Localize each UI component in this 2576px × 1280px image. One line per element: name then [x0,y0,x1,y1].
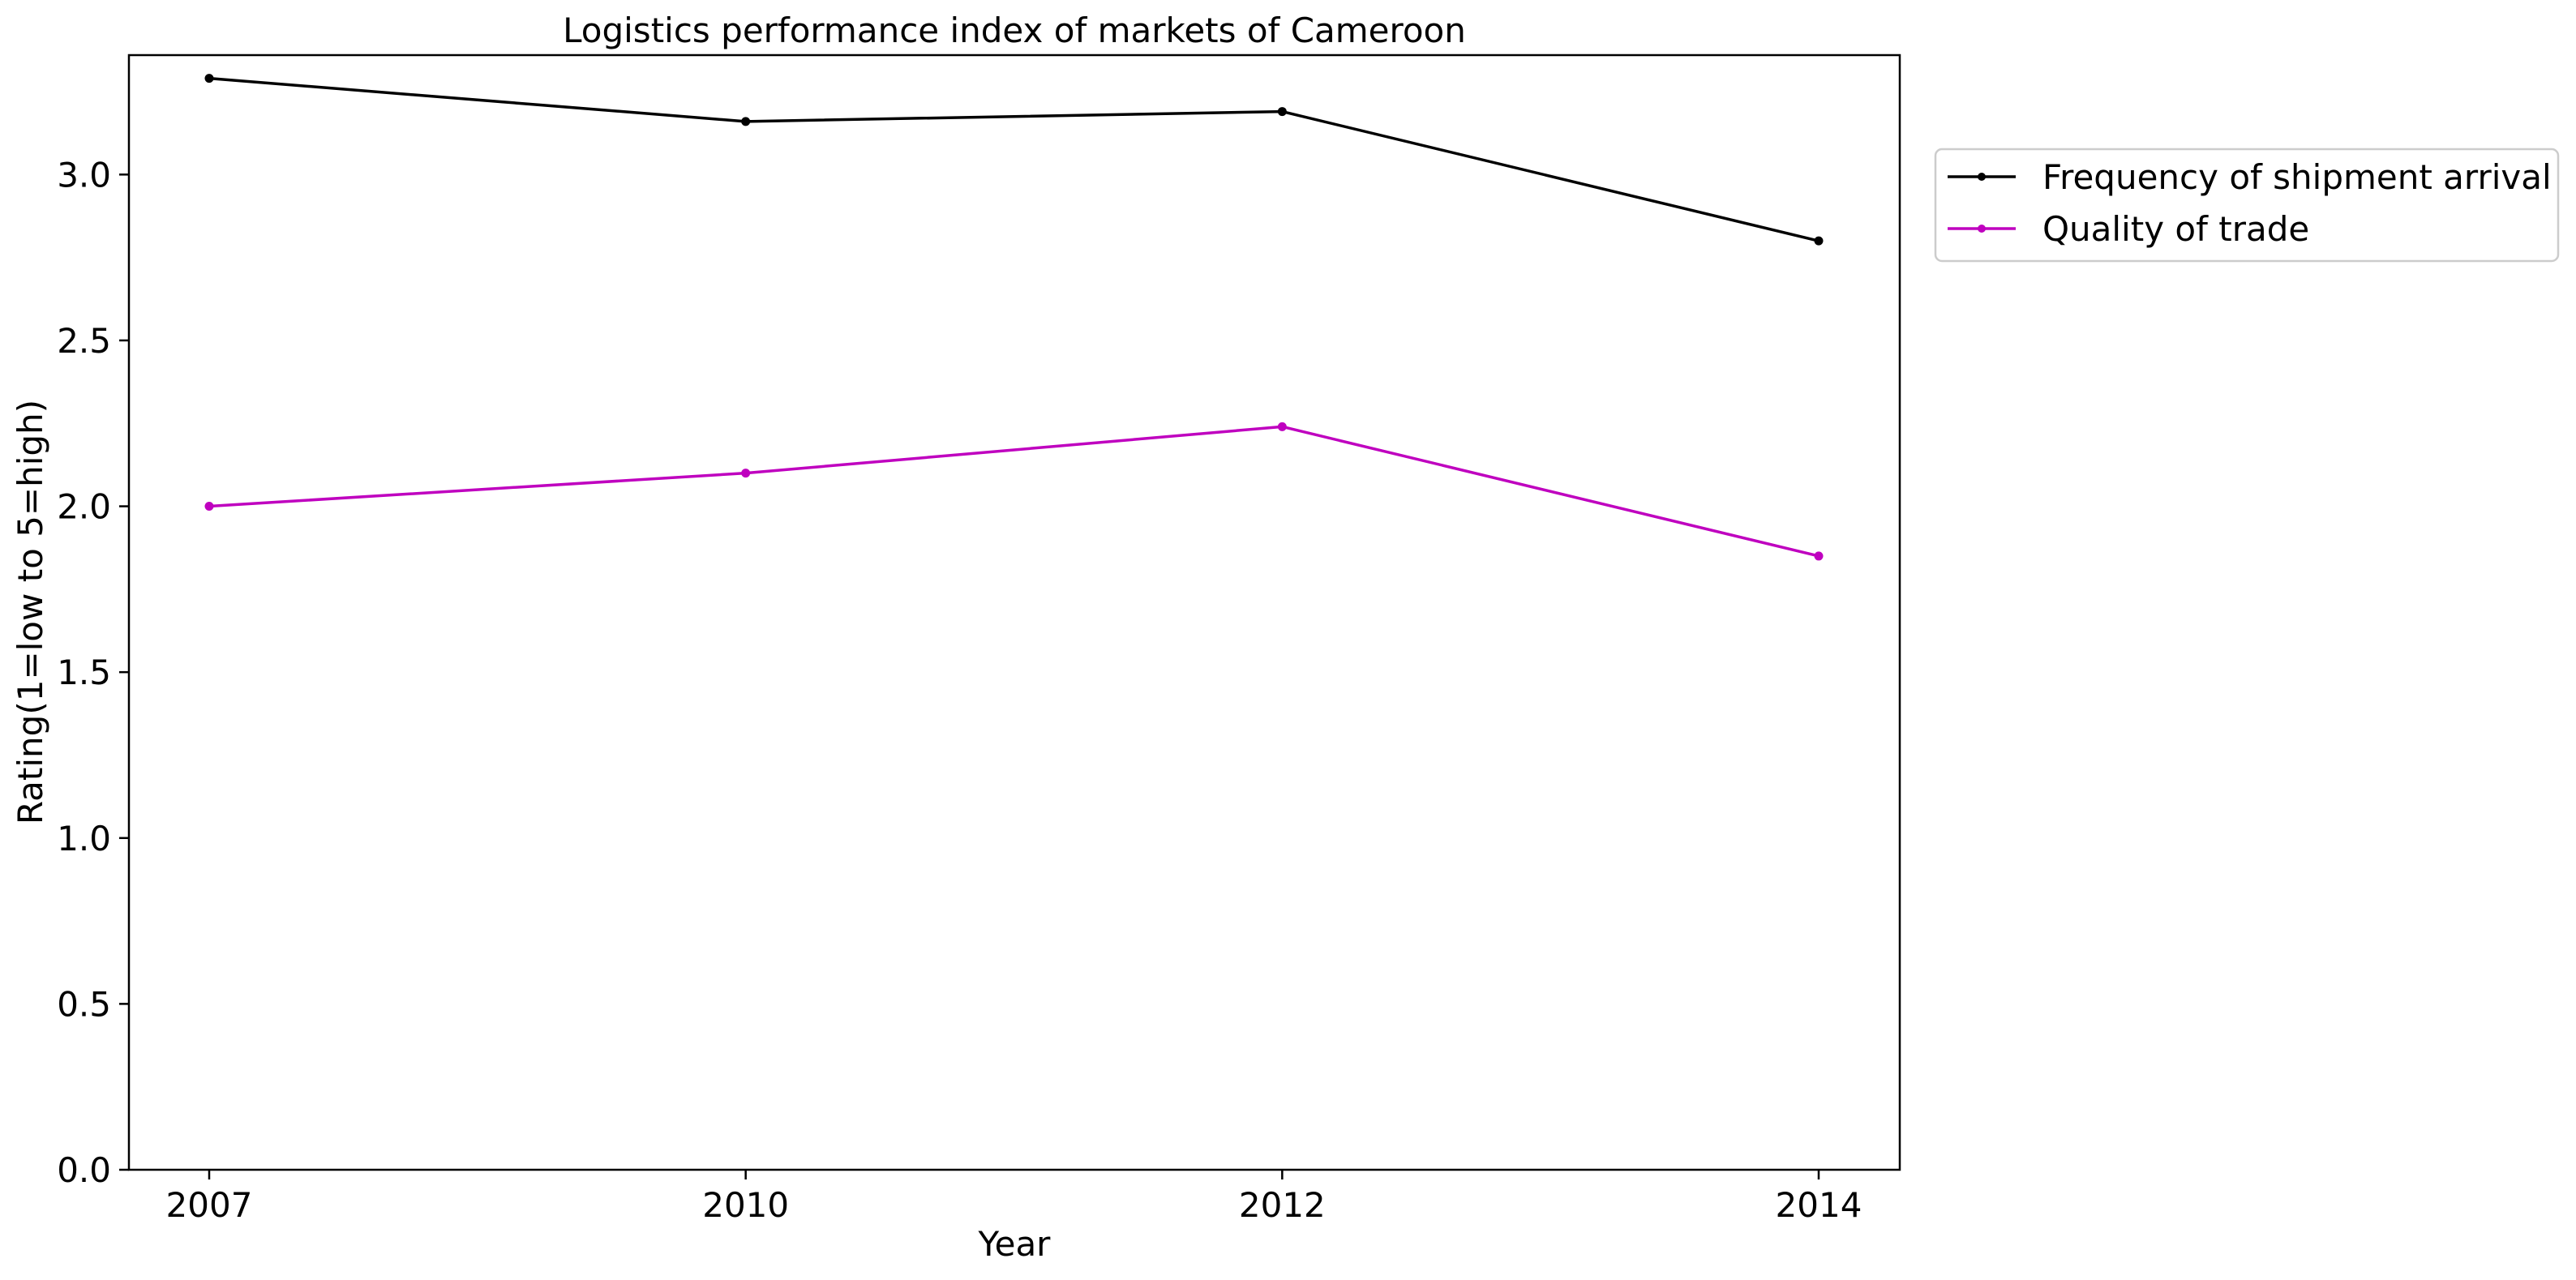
y-axis: 0.0 0.5 1.0 1.5 2.0 2.5 3.0 [57,155,129,1190]
x-tick-label: 2007 [166,1185,253,1225]
data-point-quality-2012 [1277,422,1287,431]
plot-frame [127,54,1901,1171]
legend: Frequency of shipment arrival Quality of… [1934,148,2560,263]
series-line-frequency [208,76,1819,242]
data-point-quality-2014 [1814,551,1824,561]
plot-area [127,54,1901,1171]
legend-label-quality: Quality of trade [2042,209,2309,249]
y-tick-label: 1.0 [57,819,111,858]
data-point-quality-2010 [741,469,751,478]
y-axis-label: Rating(1=low to 5=high) [11,400,50,824]
x-axis-label: Year [978,1224,1052,1264]
legend-marker-frequency [1978,173,1986,181]
series-line-quality [208,425,1819,558]
x-axis: 2007 2010 2012 2014 [166,1170,1862,1225]
x-tick-label: 2014 [1776,1185,1862,1225]
legend-marker-quality [1978,225,1986,233]
legend-box [1934,148,2560,263]
x-tick-label: 2010 [702,1185,789,1225]
y-tick-label: 0.5 [57,984,111,1024]
data-point-quality-2007 [204,502,214,512]
y-tick-label: 2.0 [57,487,111,527]
series-layer [204,74,1824,561]
y-tick-label: 2.5 [57,321,111,361]
legend-label-frequency: Frequency of shipment arrival [2042,157,2552,197]
y-tick-label: 3.0 [57,155,111,195]
data-point-frequency-2014 [1814,236,1824,246]
y-tick-label: 0.0 [57,1150,111,1190]
x-tick-label: 2012 [1239,1185,1326,1225]
y-tick-label: 1.5 [57,653,111,692]
data-point-frequency-2012 [1277,107,1287,117]
data-point-frequency-2010 [741,117,751,126]
chart-title: Logistics performance index of markets o… [563,11,1466,50]
data-point-frequency-2007 [204,74,214,83]
